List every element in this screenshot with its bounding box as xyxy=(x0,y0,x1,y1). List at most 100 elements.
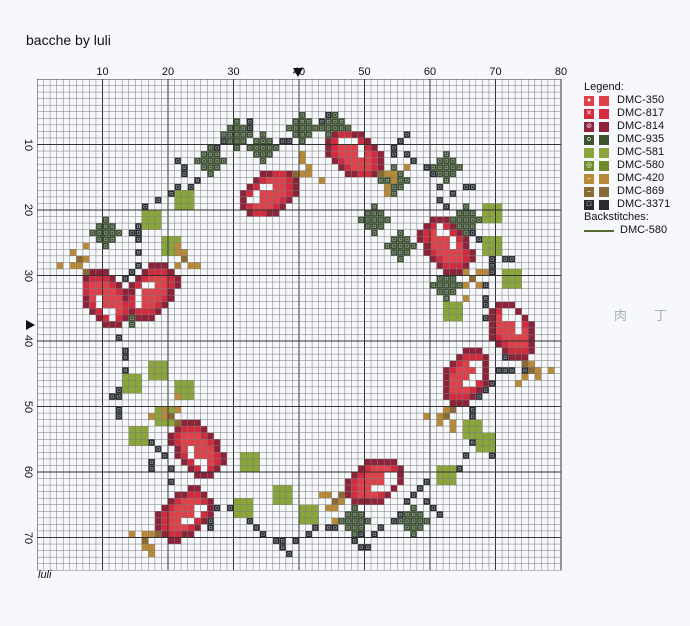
stitch-dmc-935 xyxy=(194,157,201,165)
stitch-dmc-350 xyxy=(187,498,195,505)
stitch-dmc-814 xyxy=(469,255,476,263)
stitch-dmc-814 xyxy=(528,347,535,355)
stitch-symbol xyxy=(320,126,324,130)
stitch-dmc-581 xyxy=(253,458,260,466)
stitch-dmc-935 xyxy=(410,511,417,518)
stitch-dmc-3371 xyxy=(148,465,155,472)
stitch-dmc-350 xyxy=(351,164,358,171)
stitch-dmc-581 xyxy=(161,249,168,256)
stitch-dmc-935 xyxy=(266,137,273,145)
stitch-dmc-581 xyxy=(488,445,496,453)
stitch-dmc-581 xyxy=(305,511,313,518)
stitch-symbol xyxy=(130,270,134,274)
legend-item: ⊘ DMC-814 xyxy=(584,120,670,133)
stitch-dmc-3371 xyxy=(371,530,378,538)
stitch-dmc-869 xyxy=(82,268,90,276)
stitch-symbol xyxy=(405,152,409,156)
stitch-symbol xyxy=(510,257,514,261)
stitch-dmc-350 xyxy=(102,295,110,302)
stitch-dmc-350 xyxy=(174,524,182,531)
stitch-dmc-935 xyxy=(325,118,332,125)
stitch-dmc-935 xyxy=(443,157,450,165)
stitch-dmc-420 xyxy=(462,295,470,302)
stitch-dmc-581 xyxy=(161,242,168,250)
stitch-dmc-935 xyxy=(390,190,398,197)
stitch-symbol xyxy=(176,159,180,163)
stitch-dmc-350 xyxy=(456,255,463,263)
stitch-dmc-3371 xyxy=(410,491,417,499)
stitch-dmc-581 xyxy=(246,458,254,466)
stitch-dmc-581 xyxy=(246,452,254,459)
stitch-dmc-817 xyxy=(495,308,503,315)
stitch-dmc-581 xyxy=(475,426,483,433)
stitch-dmc-817 xyxy=(154,301,162,309)
stitch-symbol xyxy=(169,467,173,471)
stitch-dmc-935 xyxy=(213,157,221,165)
stitch-dmc-935 xyxy=(344,511,352,518)
stitch-dmc-350 xyxy=(351,151,358,158)
stitch-symbol xyxy=(130,231,134,235)
stitch-dmc-817 xyxy=(462,255,470,263)
stitch-symbol xyxy=(418,526,422,530)
stitch-dmc-581 xyxy=(456,308,463,315)
stitch-dmc-581 xyxy=(508,282,516,289)
stitch-symbol xyxy=(248,519,252,523)
stitch-dmc-814 xyxy=(200,472,208,479)
stitch-dmc-817 xyxy=(82,288,90,296)
stitch-dmc-817 xyxy=(174,432,182,440)
stitch-dmc-420 xyxy=(82,242,90,250)
stitch-dmc-935 xyxy=(95,223,103,230)
stitch-symbol xyxy=(143,205,147,209)
stitch-dmc-814 xyxy=(135,275,142,283)
stitch-symbol xyxy=(235,133,239,137)
stitch-dmc-814 xyxy=(285,170,293,178)
stitch-dmc-581 xyxy=(161,236,168,243)
stitch-dmc-3371 xyxy=(488,380,496,387)
column-number: 50 xyxy=(358,66,371,78)
stitch-dmc-3371 xyxy=(423,498,430,505)
center-row-marker-icon xyxy=(26,320,35,330)
stitch-symbol xyxy=(438,198,442,202)
stitch-dmc-581 xyxy=(475,419,483,427)
stitch-dmc-817 xyxy=(89,301,96,309)
stitch-dmc-581 xyxy=(154,216,162,224)
watermark-char: 肉 xyxy=(614,308,628,323)
stitch-dmc-581 xyxy=(305,517,313,525)
stitch-dmc-350 xyxy=(377,478,385,486)
legend-item: ◎ DMC-580 xyxy=(584,159,670,172)
stitch-dmc-817 xyxy=(213,458,221,466)
stitch-symbol xyxy=(104,237,108,242)
legend-item: ● DMC-350 xyxy=(584,94,670,107)
stitch-dmc-3371 xyxy=(122,275,129,283)
stitch-dmc-581 xyxy=(233,504,241,512)
stitch-dmc-350 xyxy=(115,301,123,309)
stitch-symbol xyxy=(490,270,494,274)
stitch-dmc-814 xyxy=(456,354,463,361)
stitch-symbol xyxy=(490,381,494,386)
stitch-dmc-814 xyxy=(115,282,123,289)
stitch-dmc-3371 xyxy=(325,111,332,119)
stitch-dmc-350 xyxy=(207,452,214,459)
stitch-dmc-581 xyxy=(475,439,483,446)
stitch-dmc-350 xyxy=(272,183,280,191)
stitch-dmc-814 xyxy=(508,301,516,309)
stitch-dmc-350 xyxy=(456,380,463,387)
stitch-dmc-817 xyxy=(161,511,168,518)
stitch-dmc-350 xyxy=(443,242,450,250)
stitch-dmc-581 xyxy=(168,249,175,256)
stitch-dmc-350 xyxy=(502,321,509,328)
stitch-dmc-581 xyxy=(141,223,149,230)
stitch-dmc-350 xyxy=(364,151,372,158)
stitch-dmc-935 xyxy=(443,164,450,171)
stitch-dmc-817 xyxy=(521,347,529,355)
stitch-dmc-817 xyxy=(168,275,175,283)
stitch-dmc-350 xyxy=(194,432,201,440)
stitch-dmc-814 xyxy=(266,210,273,217)
stitch-dmc-420 xyxy=(325,491,332,499)
stitch-symbol xyxy=(307,126,311,130)
stitch-symbol xyxy=(346,519,350,523)
stitch-symbol xyxy=(104,218,108,222)
stitch-dmc-814 xyxy=(207,432,214,440)
stitch-dmc-3371 xyxy=(115,406,123,414)
stitch-dmc-581 xyxy=(285,498,293,505)
